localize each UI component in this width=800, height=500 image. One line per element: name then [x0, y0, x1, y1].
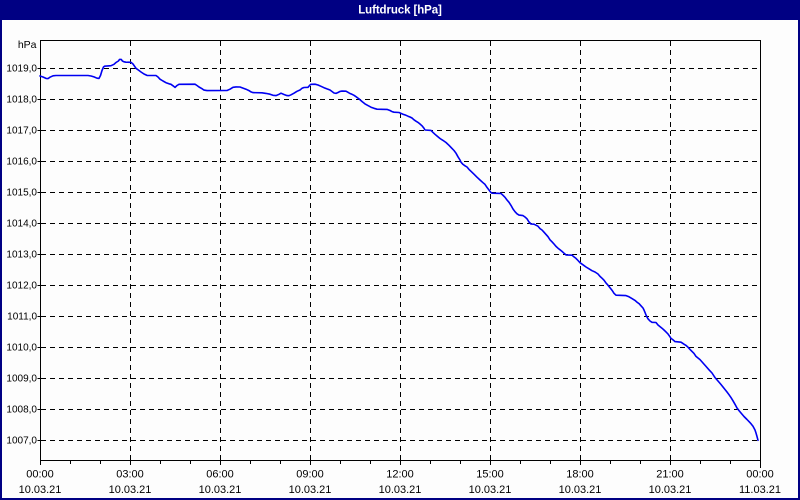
svg-text:11.03.21: 11.03.21: [739, 484, 781, 496]
svg-text:10.03.21: 10.03.21: [559, 484, 602, 496]
svg-text:10.03.21: 10.03.21: [379, 484, 422, 496]
svg-text:1009,0: 1009,0: [6, 374, 37, 385]
svg-text:1016,0: 1016,0: [6, 157, 37, 168]
svg-text:10.03.21: 10.03.21: [649, 484, 692, 496]
svg-text:1011,0: 1011,0: [7, 312, 37, 323]
svg-text:10.03.21: 10.03.21: [109, 484, 152, 496]
svg-text:06:00: 06:00: [206, 469, 234, 481]
svg-text:18:00: 18:00: [566, 469, 594, 481]
svg-text:1013,0: 1013,0: [6, 250, 37, 261]
svg-text:1012,0: 1012,0: [6, 281, 37, 292]
svg-text:1018,0: 1018,0: [6, 95, 37, 106]
svg-text:1007,0: 1007,0: [6, 436, 37, 447]
svg-text:10.03.21: 10.03.21: [19, 484, 62, 496]
svg-text:15:00: 15:00: [476, 469, 504, 481]
svg-text:1015,0: 1015,0: [6, 188, 37, 199]
svg-text:1017,0: 1017,0: [6, 126, 37, 137]
svg-text:1010,0: 1010,0: [6, 343, 37, 354]
svg-text:Luftdruck [hPa]: Luftdruck [hPa]: [358, 5, 442, 17]
svg-text:09:00: 09:00: [296, 469, 324, 481]
svg-text:12:00: 12:00: [386, 469, 414, 481]
svg-text:21:00: 21:00: [656, 469, 684, 481]
svg-text:10.03.21: 10.03.21: [469, 484, 512, 496]
svg-text:00:00: 00:00: [26, 469, 54, 481]
svg-text:00:00: 00:00: [746, 469, 774, 481]
svg-text:1008,0: 1008,0: [6, 405, 37, 416]
svg-text:1019,0: 1019,0: [6, 64, 37, 75]
svg-text:1014,0: 1014,0: [6, 219, 37, 230]
svg-text:10.03.21: 10.03.21: [289, 484, 332, 496]
svg-text:03:00: 03:00: [116, 469, 144, 481]
svg-text:hPa: hPa: [18, 39, 37, 51]
svg-text:10.03.21: 10.03.21: [199, 484, 242, 496]
